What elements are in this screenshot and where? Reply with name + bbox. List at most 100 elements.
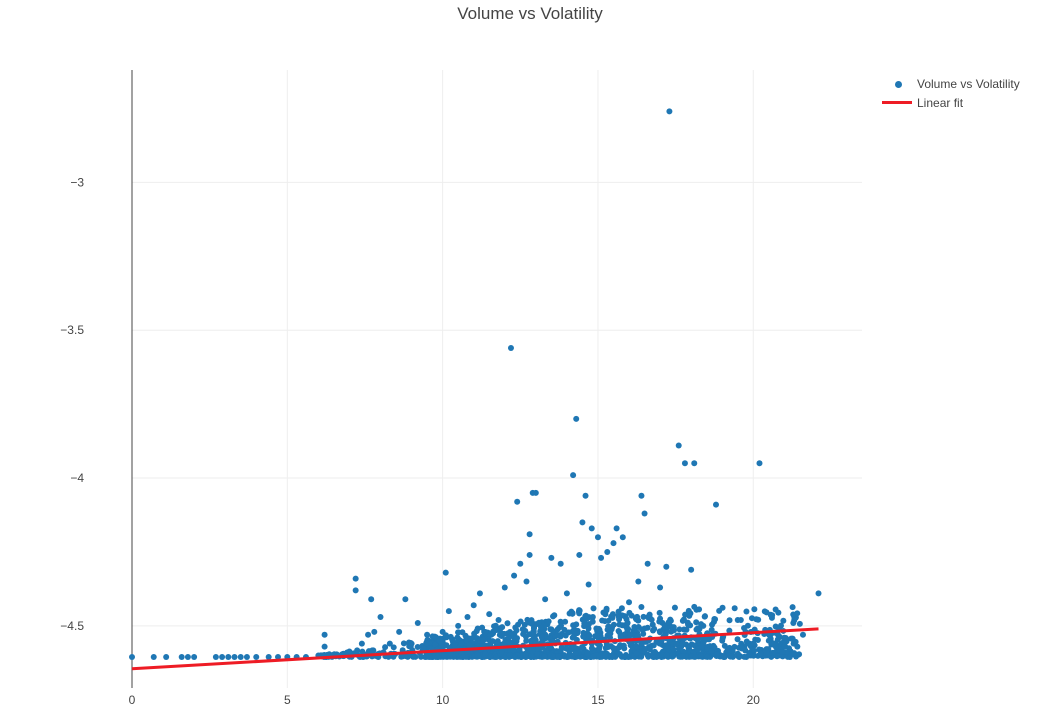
- scatter-point: [570, 643, 577, 650]
- scatter-point: [594, 534, 601, 541]
- scatter-point: [565, 629, 572, 636]
- scatter-point: [551, 612, 558, 619]
- scatter-point: [685, 607, 692, 614]
- scatter-point: [434, 653, 441, 660]
- scatter-point: [466, 642, 473, 649]
- scatter-point: [709, 621, 716, 628]
- scatter-point: [698, 621, 705, 628]
- scatter-point: [619, 612, 626, 619]
- scatter-point: [563, 590, 570, 597]
- scatter-point: [703, 645, 710, 652]
- grid-lines: [132, 70, 862, 688]
- scatter-point: [482, 651, 489, 658]
- scatter-point: [751, 606, 758, 613]
- scatter-point: [734, 636, 741, 643]
- scatter-point: [619, 534, 626, 541]
- scatter-point: [681, 460, 688, 467]
- scatter-point: [517, 560, 524, 567]
- scatter-point: [212, 653, 219, 660]
- scatter-point: [775, 609, 782, 616]
- legend-line-icon: [882, 101, 912, 104]
- scatter-point: [713, 501, 719, 508]
- scatter-point: [676, 626, 683, 633]
- scatter-point: [418, 653, 425, 660]
- scatter-point: [486, 611, 493, 618]
- scatter-point: [609, 614, 616, 621]
- scatter-point: [231, 653, 238, 660]
- scatter-point: [439, 628, 446, 635]
- scatter-point: [605, 623, 612, 630]
- scatter-point: [704, 653, 711, 660]
- scatter-point: [535, 619, 542, 626]
- scatter-point: [675, 442, 682, 449]
- scatter-point: [548, 554, 555, 561]
- scatter-point: [550, 653, 557, 660]
- scatter-point: [447, 650, 454, 657]
- scatter-point: [526, 619, 533, 626]
- scatter-point: [781, 634, 788, 641]
- scatter-point: [582, 492, 589, 499]
- scatter-point: [511, 572, 518, 579]
- scatter-point: [512, 624, 519, 631]
- scatter-point: [624, 620, 631, 627]
- scatter-point: [601, 618, 608, 625]
- scatter-point: [754, 637, 761, 644]
- scatter-point: [729, 648, 736, 655]
- scatter-point: [638, 640, 645, 647]
- scatter-point: [580, 629, 587, 636]
- scatter-point: [464, 614, 471, 621]
- legend-item-fit[interactable]: Linear fit: [880, 95, 1020, 114]
- scatter-point: [815, 590, 822, 597]
- scatter-point: [521, 621, 528, 628]
- scatter-point: [398, 653, 405, 660]
- scatter-point: [487, 631, 494, 638]
- scatter-point: [556, 624, 563, 631]
- y-tick-label: −4.5: [60, 619, 84, 633]
- scatter-point: [522, 651, 529, 658]
- scatter-point: [512, 653, 519, 660]
- scatter-point: [615, 608, 622, 615]
- scatter-point: [237, 653, 244, 660]
- scatter-point: [352, 575, 359, 582]
- scatter-point: [616, 621, 623, 628]
- scatter-point: [554, 631, 561, 638]
- scatter-point: [480, 637, 487, 644]
- scatter-point: [365, 631, 372, 638]
- scatter-point: [603, 607, 610, 614]
- scatter-point: [501, 584, 508, 591]
- scatter-point: [487, 653, 494, 660]
- legend-item-scatter[interactable]: Volume vs Volatility: [880, 76, 1020, 95]
- scatter-point: [557, 647, 564, 654]
- scatter-point: [755, 616, 762, 623]
- scatter-point: [371, 628, 378, 635]
- scatter-point: [578, 645, 585, 652]
- scatter-point: [382, 644, 389, 651]
- x-tick-label: 20: [747, 693, 761, 707]
- scatter-point: [638, 604, 645, 611]
- scatter-point: [789, 604, 796, 611]
- scatter-point: [750, 640, 757, 647]
- scatter-point: [668, 628, 675, 635]
- scatter-point: [703, 636, 710, 643]
- scatter-point: [542, 596, 549, 603]
- scatter-point: [617, 642, 624, 649]
- scatter-point: [779, 653, 786, 660]
- scatter-point: [243, 653, 250, 660]
- axes: 0 5 10 15 20 −3 −3.5 −4 −4.5: [60, 70, 760, 707]
- scatter-point: [570, 472, 577, 479]
- legend[interactable]: Volume vs Volatility Linear fit: [880, 76, 1020, 114]
- y-tick-label: −3: [70, 175, 84, 189]
- scatter-point: [657, 584, 664, 591]
- scatter-point: [656, 629, 663, 636]
- scatter-point: [517, 618, 524, 625]
- scatter-point: [471, 630, 478, 637]
- scatter-point: [526, 531, 533, 538]
- scatter-point: [623, 616, 630, 623]
- scatter-point: [470, 602, 477, 609]
- scatter-point: [641, 645, 648, 652]
- scatter-point: [651, 625, 658, 632]
- scatter-point: [650, 653, 657, 660]
- scatter-point: [586, 632, 593, 639]
- scatter-point: [482, 629, 489, 636]
